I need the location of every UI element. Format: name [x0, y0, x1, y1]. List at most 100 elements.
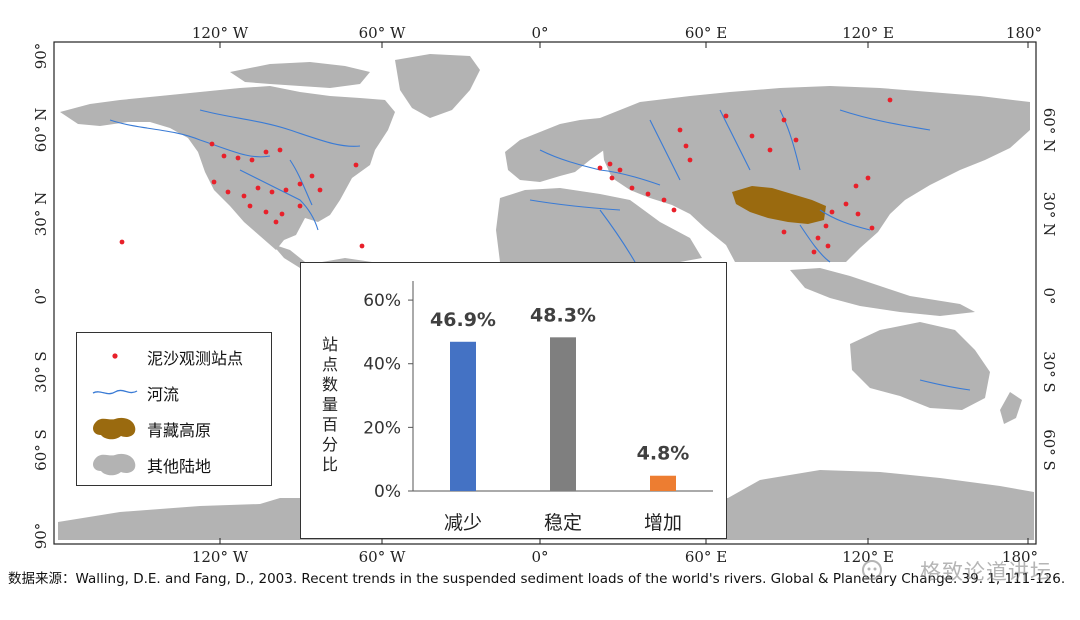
station-dot [609, 175, 615, 181]
y-axis-label: 站点数量百分比 [319, 335, 341, 475]
frame-ticks [219, 42, 1029, 544]
river-line [819, 209, 871, 231]
station-dot [221, 153, 227, 159]
left-tick-label: 90° [32, 43, 50, 70]
legend-item-rivers: 河流 [77, 377, 271, 407]
left-tick-label: 30° S [32, 351, 50, 393]
bottom-tick-label: 0° [531, 548, 548, 566]
category-label: 增加 [644, 512, 682, 534]
bar-value-label: 4.8% [637, 443, 690, 465]
station-dot [887, 97, 893, 103]
legend-label: 其他陆地 [147, 457, 212, 476]
plateau-blob-icon [93, 417, 136, 440]
station-dot [749, 133, 755, 139]
africa-land [496, 188, 702, 262]
right-tick-labels: 60° N 30° N 0° 30° S 60° S [1040, 108, 1058, 471]
river-line [239, 169, 319, 231]
station-dot [829, 209, 835, 215]
station-dot [263, 209, 269, 215]
top-tick-label: 60° E [685, 24, 727, 42]
station-dot [273, 219, 279, 225]
right-tick-label: 30° S [1040, 351, 1058, 393]
y-axis-label-char: 站 [321, 335, 338, 354]
station-dot [781, 117, 787, 123]
station-dot [353, 162, 359, 168]
bar-value-label: 46.9% [430, 309, 496, 331]
river-line [649, 119, 681, 181]
station-dot [793, 137, 799, 143]
station-dot [687, 157, 693, 163]
legend-label: 青藏高原 [147, 421, 212, 440]
station-dot [843, 201, 849, 207]
station-dot [241, 193, 247, 199]
y-axis-label-char: 量 [321, 395, 338, 414]
station-dot [359, 243, 365, 249]
legend-item-plateau: 青藏高原 [77, 413, 271, 443]
river-line [799, 224, 831, 263]
river-line [529, 199, 621, 211]
station-dot [855, 211, 861, 217]
bottom-tick-label: 120° W [192, 548, 249, 566]
top-tick-label: 0° [531, 24, 548, 42]
legend-label: 河流 [147, 385, 180, 404]
arctic-islands-land [230, 62, 370, 88]
station-dot [811, 249, 817, 255]
river-line [919, 379, 971, 391]
station-dot [297, 181, 303, 187]
station-dot [677, 127, 683, 133]
bottom-tick-label: 120° E [842, 548, 894, 566]
river-line [779, 109, 801, 171]
y-tick-label: 40% [363, 355, 401, 375]
river-line [289, 159, 313, 206]
river-line-icon [92, 389, 138, 395]
asia-land [600, 86, 1030, 262]
bar [550, 337, 576, 491]
station-dot [767, 147, 773, 153]
station-dot [277, 147, 283, 153]
station-dot [617, 167, 623, 173]
top-tick-labels: 120° W 60° W 0° 60° E 120° E 180° [192, 24, 1042, 42]
stations [119, 97, 893, 255]
category-label: 稳定 [544, 512, 582, 534]
top-tick-label: 120° W [192, 24, 249, 42]
land-blob-icon [93, 453, 136, 476]
y-tick-label: 0% [374, 482, 401, 502]
y-axis-label-char: 百 [321, 415, 338, 434]
top-tick-label: 60° W [359, 24, 406, 42]
top-tick-label: 120° E [842, 24, 894, 42]
map-legend: 泥沙观测站点 河流 青藏高原 其他陆地 [76, 332, 272, 486]
y-axis-label-char: 数 [321, 375, 338, 394]
y-axis-label-char: 点 [321, 355, 338, 374]
station-dot [255, 185, 261, 191]
river-line [599, 209, 636, 263]
station-dot [597, 165, 603, 171]
category-label: 减少 [444, 512, 482, 534]
bar [650, 475, 676, 491]
station-dot [815, 235, 821, 241]
station-dot [247, 203, 253, 209]
river-line [109, 119, 271, 158]
right-tick-label: 60° S [1040, 429, 1058, 471]
station-dot [661, 197, 667, 203]
station-dot [629, 185, 635, 191]
station-dot [823, 223, 829, 229]
station-dot [209, 141, 215, 147]
europe-land [505, 118, 612, 182]
y-tick-label: 60% [363, 291, 401, 311]
right-tick-label: 0° [1040, 287, 1058, 304]
station-dot [865, 175, 871, 181]
north-america-land [60, 86, 395, 250]
station-dot [297, 203, 303, 209]
bar-chart-svg: 0% 20% 40% 60% 46.9% 减少 48.3% 稳定 4.8% 增加 [363, 281, 713, 534]
station-dot [249, 157, 255, 163]
station-dot [235, 155, 241, 161]
river-line [199, 109, 361, 147]
station-dot [279, 211, 285, 217]
bottom-tick-label: 180° [1002, 548, 1038, 566]
left-tick-label: 0° [32, 287, 50, 304]
y-axis-label-char: 比 [321, 455, 338, 474]
station-dot [645, 191, 651, 197]
rivers [109, 109, 971, 391]
red-dot-icon [112, 353, 118, 359]
left-tick-label: 60° N [32, 108, 50, 152]
